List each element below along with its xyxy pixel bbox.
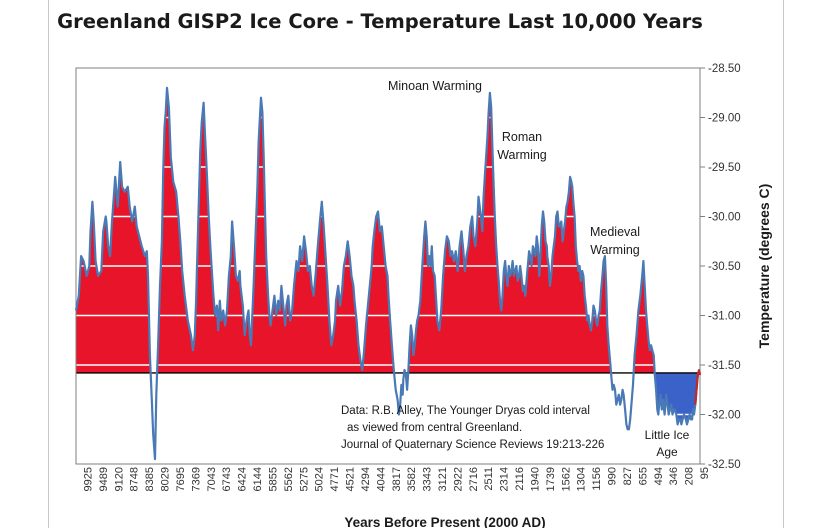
annotation-minoan: Minoan Warming [388, 79, 482, 93]
annotation-line: Warming [590, 243, 640, 257]
annotations: Minoan Warming Roman Warming Medieval Warmin… [341, 79, 690, 459]
annotation-line: Journal of Quaternary Science Reviews 19… [341, 439, 604, 451]
annotation-line: Warming [497, 148, 547, 162]
y-tick-label: -29.00 [708, 113, 741, 125]
y-tick-label: -29.50 [708, 162, 741, 174]
y-tick-label: -30.00 [708, 212, 741, 224]
y-tick-label: -31.00 [708, 311, 741, 323]
annotation-line: Little Ice [645, 428, 690, 442]
chart-title: Greenland GISP2 Ice Core - Temperature L… [57, 10, 703, 33]
x-tick-label: 2716 [468, 467, 480, 491]
y-tick-label: -32.00 [708, 410, 741, 422]
x-tick-label: 4044 [375, 467, 387, 491]
temperature-line [74, 86, 702, 461]
x-tick-label: 6144 [252, 467, 264, 491]
x-tick-label: 1739 [545, 467, 557, 491]
x-tick-label: 2116 [514, 467, 526, 491]
x-tick-label: 2314 [499, 467, 511, 491]
y-axis-title: Temperature (degrees C) [756, 184, 772, 349]
x-tick-label: 5024 [314, 467, 326, 491]
x-tick-label: 7369 [190, 467, 202, 491]
annotation-line: Medieval [590, 225, 640, 239]
x-tick-label: 4294 [360, 467, 372, 491]
x-tick-label: 9489 [98, 467, 110, 491]
slide-border-left [48, 0, 49, 528]
y-axis: -28.50 -29.00 -29.50 -30.00 -30.50 -31.00 -31.… [700, 63, 741, 471]
x-tick-label: 3343 [422, 467, 434, 491]
recent-segment [694, 369, 702, 405]
x-tick-label: 3121 [437, 467, 449, 491]
annotation-roman: Roman Warming [497, 130, 547, 162]
x-tick-label: 3582 [406, 467, 418, 491]
annotation-source: Data: R.B. Alley, The Younger Dryas cold… [341, 405, 604, 451]
y-tick-label: -30.50 [708, 261, 741, 273]
x-tick-label: 5855 [267, 467, 279, 491]
annotation-little-ice-age: Little Ice Age [645, 428, 690, 459]
x-tick-label: 2511 [483, 467, 495, 491]
annotation-line: Age [656, 445, 678, 459]
x-axis-title: Years Before Present (2000 AD) [344, 515, 545, 528]
x-tick-label: 4521 [345, 467, 357, 491]
annotation-medieval: Medieval Warming [590, 225, 640, 257]
x-tick-label: 4771 [329, 467, 341, 491]
y-tick-label: -31.50 [708, 360, 741, 372]
x-tick-label: 8385 [144, 467, 156, 491]
y-tick-label: -32.50 [708, 459, 741, 471]
x-tick-label: 990 [607, 467, 619, 485]
x-tick-label: 655 [637, 467, 649, 485]
slide-border-right [783, 0, 784, 528]
x-tick-label: 8748 [129, 467, 141, 491]
x-tick-label: 95 [699, 467, 711, 479]
x-tick-label: 208 [684, 467, 696, 485]
cold-fill-area [654, 372, 700, 425]
x-tick-label: 8029 [160, 467, 172, 491]
x-tick-label: 1304 [576, 467, 588, 491]
x-tick-label: 827 [622, 467, 634, 485]
x-tick-label: 9925 [83, 467, 95, 491]
annotation-line: Roman [502, 130, 542, 144]
x-tick-label: 7695 [175, 467, 187, 491]
x-tick-label: 494 [653, 467, 665, 485]
x-tick-label: 5275 [298, 467, 310, 491]
x-axis: 9925 9489 9120 8748 8385 8029 7695 7369 7043 6743… [83, 467, 712, 491]
x-tick-label: 1940 [530, 467, 542, 491]
x-tick-label: 3817 [391, 467, 403, 491]
x-tick-label: 9120 [113, 467, 125, 491]
x-tick-label: 1562 [560, 467, 572, 491]
x-tick-label: 5562 [283, 467, 295, 491]
annotation-line: Data: R.B. Alley, The Younger Dryas cold… [341, 405, 590, 417]
annotation-line: as viewed from central Greenland. [347, 422, 522, 434]
x-tick-label: 7043 [206, 467, 218, 491]
annotation-line: Minoan Warming [388, 79, 482, 93]
x-tick-label: 6743 [221, 467, 233, 491]
x-tick-label: 1156 [591, 467, 603, 491]
x-tick-label: 346 [668, 467, 680, 485]
x-tick-label: 6424 [237, 467, 249, 491]
x-tick-label: 2922 [452, 467, 464, 491]
warm-fill-area [76, 87, 700, 373]
y-tick-label: -28.50 [708, 63, 741, 75]
